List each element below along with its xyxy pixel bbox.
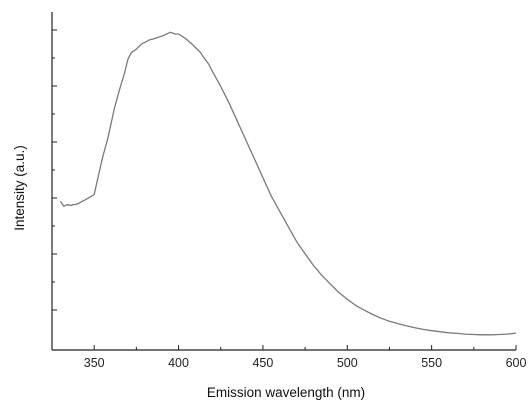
- emission-spectrum-line: [59, 31, 517, 336]
- x-tick-label: 550: [421, 356, 442, 370]
- x-tick-label: 500: [337, 356, 358, 370]
- x-axis-tick-labels: 350 400 450 500 550 600: [84, 356, 527, 370]
- x-axis-ticks: [51, 345, 517, 350]
- y-axis-title: Intensity (a.u.): [12, 145, 27, 231]
- x-tick-label: 600: [506, 356, 527, 370]
- y-axis-ticks: [52, 29, 57, 311]
- plot-frame: [51, 12, 516, 351]
- x-tick-label: 350: [84, 356, 105, 370]
- x-axis-title: Emission wavelength (nm): [207, 385, 365, 400]
- series-layer: [59, 31, 517, 336]
- x-tick-label: 450: [252, 356, 273, 370]
- x-tick-label: 400: [168, 356, 189, 370]
